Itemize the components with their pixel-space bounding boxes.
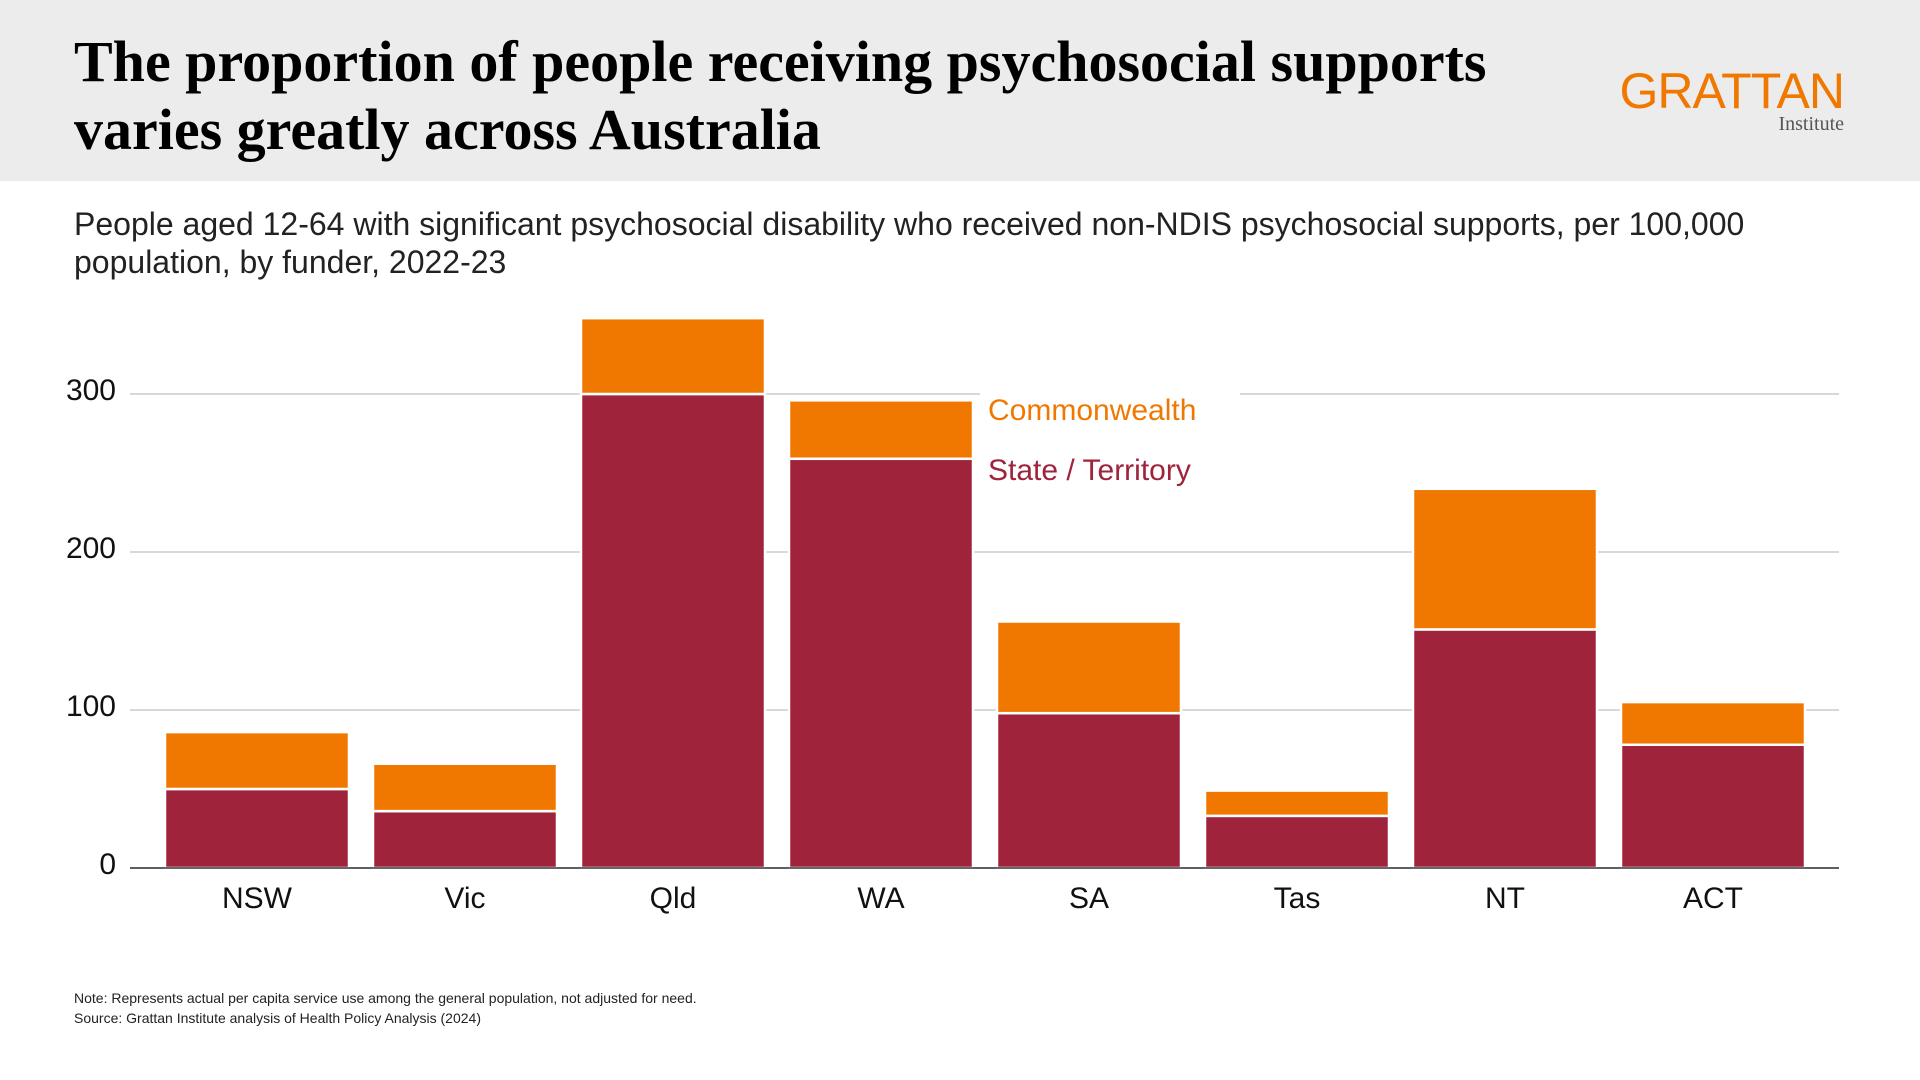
header xyxy=(0,0,1920,181)
x-tick-label: NT xyxy=(1485,882,1525,915)
y-tick-label: 0 xyxy=(99,848,116,881)
bar-segment xyxy=(787,399,975,461)
x-tick-label: ACT xyxy=(1683,882,1743,915)
bar-segment xyxy=(1411,487,1599,631)
legend-label: Commonwealth xyxy=(988,394,1196,427)
y-tick-label: 300 xyxy=(66,374,116,407)
x-tick-label: Vic xyxy=(444,882,485,915)
bar-segment xyxy=(1411,628,1599,870)
bar-segment xyxy=(371,762,559,813)
source: Source: Grattan Institute analysis of He… xyxy=(74,1010,481,1026)
x-tick-label: SA xyxy=(1069,882,1109,915)
note: Note: Represents actual per capita servi… xyxy=(74,990,697,1006)
bar-segment xyxy=(1619,700,1807,747)
bar-segment xyxy=(579,316,767,396)
brand-logo: GRATTAN xyxy=(1619,63,1845,119)
bar-segment xyxy=(1203,814,1391,870)
x-tick-label: Tas xyxy=(1274,882,1321,915)
y-tick-label: 100 xyxy=(66,690,116,723)
x-tick-label: WA xyxy=(857,882,904,915)
bar-segment xyxy=(1203,789,1391,818)
bar-segment xyxy=(995,620,1183,715)
bar-segment xyxy=(163,730,351,791)
bar-segment xyxy=(995,711,1183,870)
x-tick-label: Qld xyxy=(650,882,697,915)
y-tick-label: 200 xyxy=(66,532,116,565)
bar-segment xyxy=(787,457,975,870)
brand-sub: Institute xyxy=(1778,113,1844,135)
x-tick-label: NSW xyxy=(222,882,293,915)
bar-segment xyxy=(1619,743,1807,870)
bar-segment xyxy=(579,392,767,870)
chart-subtitle: People aged 12-64 with significant psych… xyxy=(74,206,1745,280)
legend-label: State / Territory xyxy=(988,454,1191,487)
chart-title: The proportion of people receiving psych… xyxy=(74,29,1487,162)
legend-bg xyxy=(980,388,1240,488)
bar-segment xyxy=(163,787,351,870)
bar-segment xyxy=(371,809,559,870)
